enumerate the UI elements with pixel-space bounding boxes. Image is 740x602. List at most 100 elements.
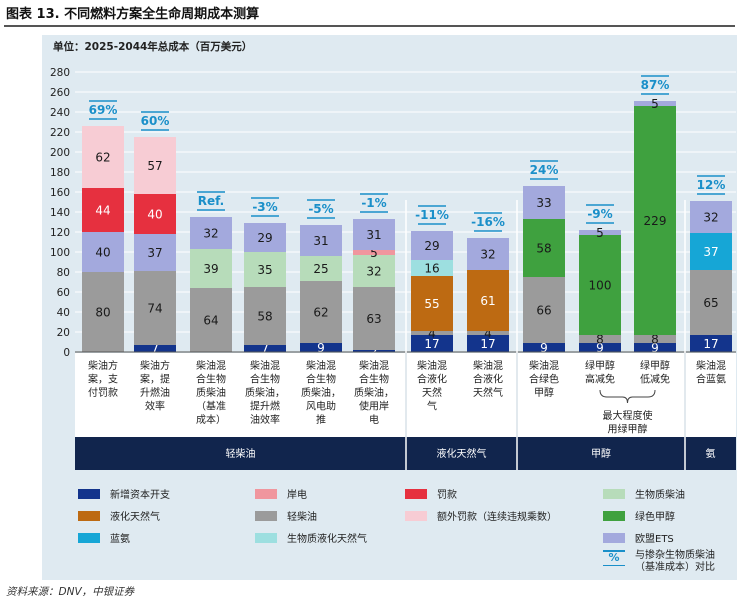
figure-title: 图表 13. 不同燃料方案全生命周期成本测算 — [6, 7, 260, 22]
data-label: 31 — [366, 228, 381, 242]
x-category-label: 天然 — [422, 386, 442, 399]
x-category-label: 高减免 — [585, 373, 615, 386]
pct-label: -9% — [587, 207, 612, 221]
x-category-label: （基准 — [196, 400, 226, 413]
data-label: 40 — [95, 246, 110, 260]
x-category-label: 柴油混 — [696, 359, 726, 372]
bar-segment-diesel — [467, 331, 509, 335]
y-tick-label: 200 — [50, 147, 70, 159]
bar-segment-new-capex — [300, 343, 342, 352]
bar-segment-new-capex — [134, 345, 176, 352]
bar-segment-lng — [467, 270, 509, 331]
x-category-label: 柴油混 — [359, 359, 389, 372]
group-label: 甲醇 — [591, 447, 611, 460]
bar-segment-bio-diesel — [190, 249, 232, 288]
y-tick-label: 260 — [50, 87, 70, 99]
x-category-label: 风电助 — [306, 400, 336, 413]
bar-segment-new-capex — [579, 343, 621, 352]
bar-segment-new-capex — [634, 343, 676, 352]
data-label: 37 — [147, 246, 162, 260]
y-tick-label: 80 — [57, 267, 70, 279]
data-label: 4 — [484, 327, 492, 341]
y-tick-label: 280 — [50, 67, 70, 79]
data-label: 33 — [536, 196, 551, 210]
group-label: 氨 — [706, 447, 716, 460]
data-label: 62 — [313, 306, 328, 320]
data-label: 55 — [424, 297, 439, 311]
data-label: 58 — [257, 310, 272, 324]
data-label: 32 — [480, 248, 495, 262]
data-label: 58 — [536, 242, 551, 256]
x-category-label: 甲醇 — [534, 386, 554, 399]
data-label: 66 — [536, 304, 551, 318]
bar-segment-diesel — [190, 288, 232, 352]
bracket-label: 用绿甲醇 — [608, 423, 648, 436]
data-label: 16 — [424, 262, 439, 276]
x-category-label: 合蓝氨 — [696, 373, 726, 386]
x-category-label: 效率 — [145, 400, 165, 413]
bar-segment-green-methanol — [634, 106, 676, 335]
x-category-label: 柴油混 — [473, 359, 503, 372]
y-tick-label: 140 — [50, 207, 70, 219]
data-label: 35 — [257, 263, 272, 277]
data-label: 32 — [366, 265, 381, 279]
y-tick-label: 220 — [50, 127, 70, 139]
x-category-label: 合生物 — [250, 373, 280, 386]
pct-label: -11% — [415, 208, 449, 222]
data-label: 44 — [95, 204, 110, 218]
data-label: 17 — [703, 337, 718, 351]
data-label: 9 — [651, 341, 659, 355]
bar-segment-eu-ets — [244, 223, 286, 252]
bar-segment-diesel — [82, 272, 124, 352]
pct-label: -16% — [471, 215, 505, 229]
y-tick-label: 240 — [50, 107, 70, 119]
bar-segment-eu-ets — [411, 231, 453, 260]
bar-segment-penalty — [134, 194, 176, 234]
bar-segment-extra-penalty — [82, 126, 124, 188]
bracket — [599, 389, 656, 404]
x-category-label: 成本） — [196, 413, 226, 426]
x-category-label: 付罚款 — [88, 386, 118, 399]
y-tick-label: 0 — [63, 347, 70, 359]
x-category-label: 质柴油， — [354, 386, 394, 399]
bar-segment-eu-ets — [82, 232, 124, 272]
x-category-label: 升燃油 — [140, 386, 170, 399]
bar-segment-diesel — [300, 281, 342, 343]
x-category-label: 使用岸 — [359, 400, 389, 413]
bar-segment-diesel — [579, 335, 621, 343]
data-label: 39 — [203, 262, 218, 276]
y-tick-label: 180 — [50, 167, 70, 179]
x-category-label: 绿甲醇 — [585, 359, 615, 372]
data-label: 229 — [644, 214, 667, 228]
x-category-label: 推 — [316, 413, 326, 426]
x-category-label: 油效率 — [250, 413, 280, 426]
data-label: 29 — [424, 239, 439, 253]
bar-segment-diesel — [353, 287, 395, 350]
unit-label: 单位：2025-2044年总成本（百万美元） — [53, 41, 253, 53]
bar-segment-bio-lng — [411, 260, 453, 276]
x-category-label: 柴油方 — [88, 359, 118, 372]
bar-segment-new-capex — [690, 335, 732, 352]
x-category-label: 质柴油 — [196, 386, 226, 399]
x-category-label: 电 — [369, 413, 379, 426]
data-label: 7 — [261, 342, 269, 356]
bar-segment-new-capex — [523, 343, 565, 352]
x-category-label: 合液化 — [417, 373, 447, 386]
y-tick-label: 100 — [50, 247, 70, 259]
bar-segment-diesel — [634, 335, 676, 343]
bar-segment-eu-ets — [690, 201, 732, 233]
data-label: 17 — [424, 337, 439, 351]
bar-segment-lng — [411, 276, 453, 331]
x-category-label: 质柴油， — [245, 386, 285, 399]
bar-segment-green-methanol — [579, 235, 621, 335]
data-label: 8 — [651, 333, 659, 347]
pct-label: 69% — [89, 103, 118, 117]
bar-segment-diesel — [523, 277, 565, 343]
data-label: 80 — [95, 306, 110, 320]
data-label: 25 — [313, 262, 328, 276]
data-label: 32 — [203, 227, 218, 241]
pct-label: Ref. — [198, 194, 225, 208]
x-category-label: 柴油方 — [140, 359, 170, 372]
data-label: 29 — [257, 231, 272, 245]
